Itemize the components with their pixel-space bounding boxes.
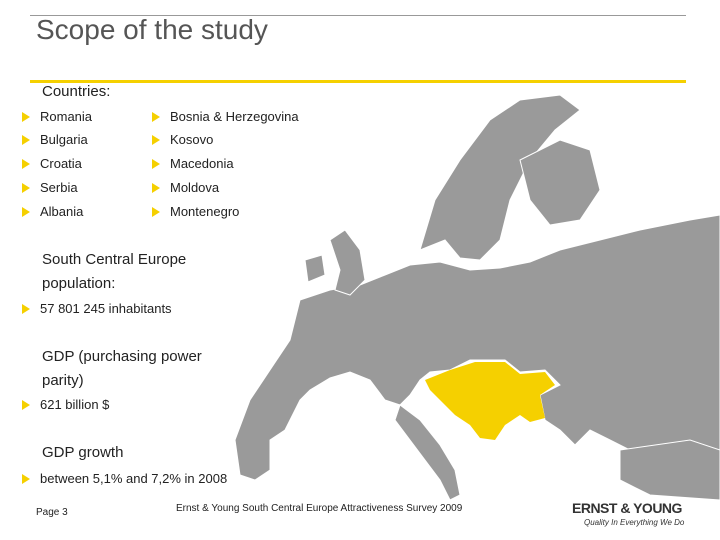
country-item: Moldova [152, 180, 220, 196]
country-item: Montenegro [152, 204, 240, 220]
country: Macedonia [170, 156, 234, 171]
growth-item: between 5,1% and 7,2% in 2008 [22, 471, 228, 487]
country: Montenegro [170, 204, 240, 219]
country: Kosovo [170, 132, 214, 147]
growth-heading: GDP growth [42, 444, 124, 461]
scandinavia [419, 94, 581, 261]
country: Romania [40, 109, 93, 124]
source: Ernst & Young South Central Europe Attra… [176, 503, 463, 514]
country: Serbia [40, 180, 78, 195]
country-item: Serbia [22, 180, 78, 196]
title: Scope of the study [36, 14, 268, 45]
country: Bosnia & Herzegovina [170, 109, 299, 124]
country: Croatia [40, 156, 82, 171]
britain [329, 229, 366, 296]
top-rule [30, 15, 686, 16]
population-item: 57 801 245 inhabitants [22, 301, 172, 317]
turkey [619, 439, 720, 501]
south-central-europe [425, 362, 555, 440]
population-heading: South Central Europe population: [42, 251, 187, 292]
mainland [234, 214, 720, 481]
text: between 5,1% and 7,2% in 2008 [40, 471, 228, 486]
country: Moldova [170, 180, 220, 195]
page-number: Page 3 [36, 507, 68, 518]
gdp-heading: GDP (purchasing power parity) [42, 348, 202, 389]
gdp-item: 621 billion $ [22, 397, 110, 413]
country-item: Bosnia & Herzegovina [152, 109, 299, 125]
country: Bulgaria [40, 132, 88, 147]
text: 621 billion $ [40, 397, 110, 412]
country-item: Bulgaria [22, 132, 88, 148]
country: Albania [40, 204, 84, 219]
countries-heading: Countries: [42, 83, 111, 100]
title-rule [30, 80, 686, 83]
country-item: Albania [22, 204, 84, 220]
tagline: Quality In Everything We Do [584, 518, 685, 527]
country-item: Romania [22, 109, 93, 125]
logo: ERNST & YOUNG [572, 500, 682, 516]
country-item: Croatia [22, 156, 82, 172]
finland [519, 139, 601, 226]
ireland [304, 254, 326, 283]
country-item: Kosovo [152, 132, 214, 148]
italy [394, 404, 461, 501]
text: 57 801 245 inhabitants [40, 301, 172, 316]
country-item: Macedonia [152, 156, 234, 172]
